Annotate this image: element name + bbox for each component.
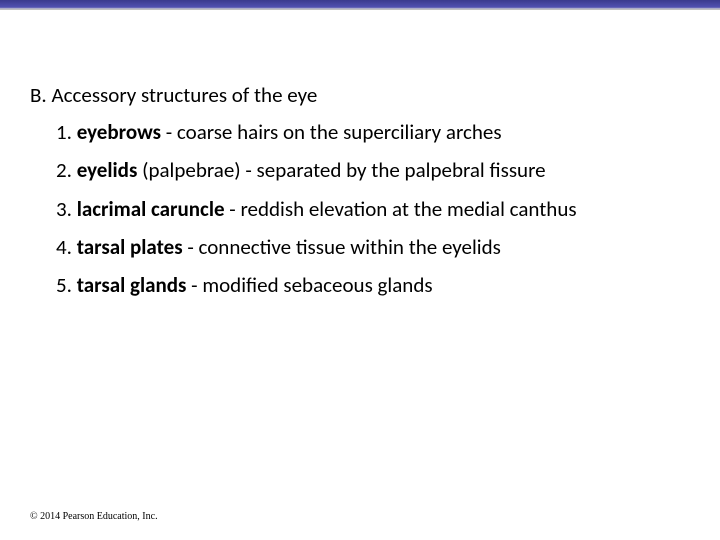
item-description: - modified sebaceous glands <box>186 272 432 298</box>
item-number: 1. <box>56 119 72 145</box>
item-term: lacrimal caruncle <box>77 196 225 222</box>
slide-content: B. Accessory structures of the eye 1. ey… <box>0 10 720 300</box>
item-term: tarsal plates <box>77 234 183 260</box>
item-description: - reddish elevation at the medial canthu… <box>225 196 577 222</box>
item-list: 1. eyebrows - coarse hairs on the superc… <box>30 118 690 300</box>
list-item: 4. tarsal plates - connective tissue wit… <box>56 233 690 261</box>
item-term: tarsal glands <box>77 272 187 298</box>
item-term: eyebrows <box>77 119 161 145</box>
item-number: 4. <box>56 234 72 260</box>
item-description: - connective tissue within the eyelids <box>183 234 501 260</box>
item-description: (palpebrae) - separated by the palpebral… <box>137 157 545 183</box>
section-heading: B. Accessory structures of the eye <box>30 82 690 108</box>
item-term: eyelids <box>77 157 138 183</box>
list-item: 2. eyelids (palpebrae) - separated by th… <box>56 156 690 184</box>
item-description: - coarse hairs on the superciliary arche… <box>161 119 502 145</box>
item-number: 5. <box>56 272 72 298</box>
item-number: 2. <box>56 157 72 183</box>
list-item: 5. tarsal glands - modified sebaceous gl… <box>56 271 690 299</box>
item-number: 3. <box>56 196 72 222</box>
copyright-footer: © 2014 Pearson Education, Inc. <box>30 511 158 522</box>
list-item: 3. lacrimal caruncle - reddish elevation… <box>56 195 690 223</box>
list-item: 1. eyebrows - coarse hairs on the superc… <box>56 118 690 146</box>
header-accent-bar <box>0 0 720 10</box>
